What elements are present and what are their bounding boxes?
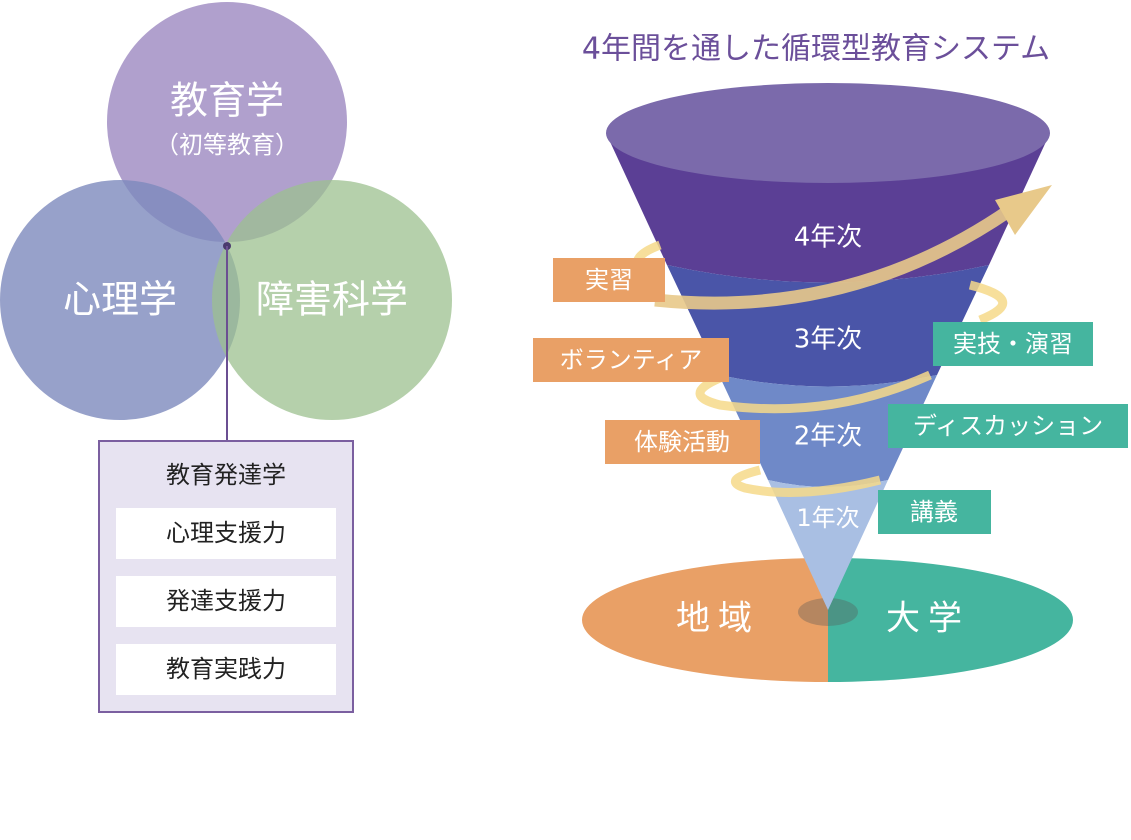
tag-bg [878,490,991,534]
level-2 [719,375,937,487]
tag-bg [533,338,729,382]
circle-education [107,2,347,242]
level-label: 3年次 [794,325,863,355]
base-left [582,557,828,683]
box-item: 教育実践力 [166,655,286,683]
circle-label: 教育学 [170,79,284,123]
swirl [695,370,932,414]
level-1 [768,480,888,610]
tag-bg [933,322,1093,366]
level-label: 1年次 [796,504,859,532]
level-label: 4年次 [794,223,863,253]
swirl [968,280,1007,325]
funnel-top [606,83,1050,183]
box-item-bg [116,576,336,627]
tag-bg [888,404,1128,448]
cycle: 4年間を通した循環型教育システム 4年次 3年次 2年次 1年次 実習 ボランテ… [533,32,1128,683]
venn: 教育学 （初等教育） 心理学 障害科学 教育発達学 心理支援力 発達支援力 教育… [0,2,452,713]
left-label: ボランティア [560,346,703,374]
cycle-title: 4年間を通した循環型教育システム [582,32,1050,67]
circle-label: 心理学 [63,278,177,322]
box-item-bg [116,508,336,559]
base-label: 大学 [886,599,970,639]
arrow [654,204,1014,310]
right-label: ディスカッション [913,412,1103,440]
circle-label: 障害科学 [256,278,408,322]
circle-disability [212,180,452,420]
box-item: 心理支援力 [166,519,286,547]
right-label: 講義 [910,498,958,526]
left-label: 実習 [585,266,633,294]
apex-shadow [798,598,858,626]
level-3 [667,265,989,387]
level-label: 2年次 [794,422,863,452]
circle-psychology [0,180,240,420]
base-right [828,558,1073,682]
arrow-head [995,185,1052,235]
box-item-bg [116,644,336,695]
circle-sublabel: （初等教育） [155,131,299,159]
box-item: 発達支援力 [166,587,286,615]
right-label: 実技・演習 [953,330,1073,358]
base-label: 地域 [676,599,760,639]
tag-bg [605,420,760,464]
tag-bg [553,258,665,302]
left-label: 体験活動 [634,428,730,456]
box-title: 教育発達学 [166,461,286,489]
swirl [730,465,882,497]
